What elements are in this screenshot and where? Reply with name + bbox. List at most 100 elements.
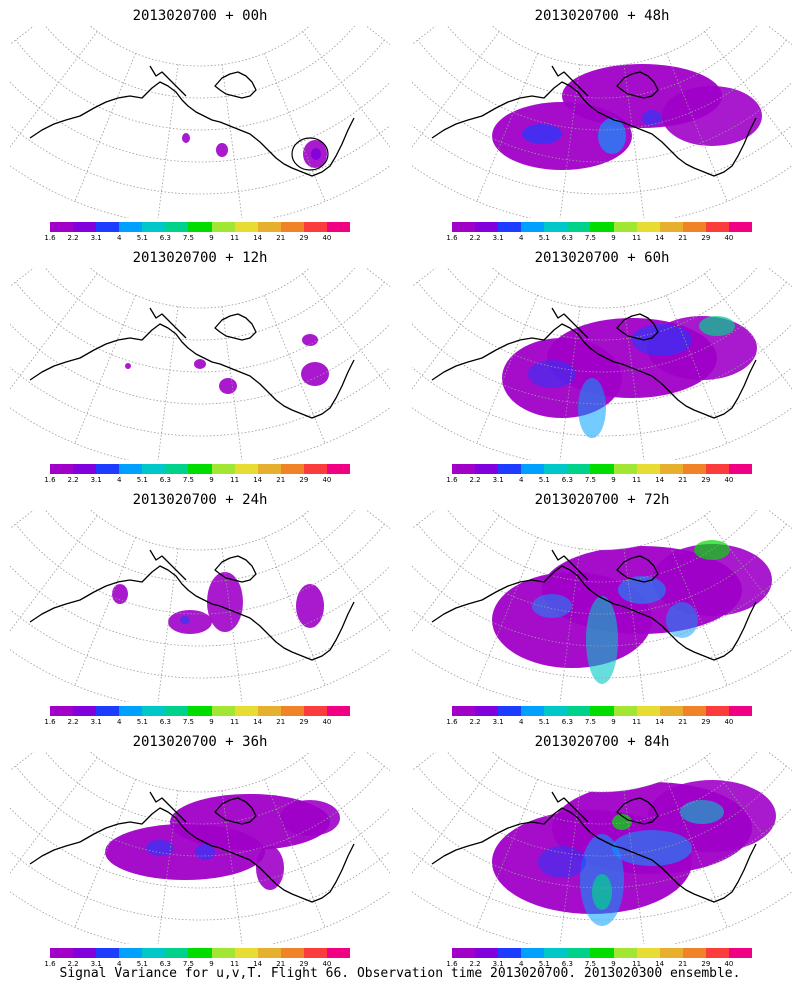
colorbar-swatch xyxy=(728,948,753,958)
colorbar-tick-label: 40 xyxy=(724,234,734,242)
variance-contour xyxy=(280,800,340,836)
meridian-line xyxy=(74,53,136,202)
colorbar-swatch xyxy=(50,464,74,474)
colorbar-tick-label: 4 xyxy=(116,476,122,484)
meridian-line xyxy=(156,790,179,944)
colorbar-tick-label: 40 xyxy=(322,718,332,726)
colorbar-tick-label: 6.3 xyxy=(561,718,573,726)
colorbar-swatch xyxy=(659,706,683,716)
colorbar-tick-label: 40 xyxy=(322,234,332,242)
coastline xyxy=(29,323,355,419)
colorbar-labels: 1.6 2.2 3.1 4 5.1 6.3 7.5 9 11 14 21 29 40 xyxy=(30,960,370,970)
colorbar-labels: 1.6 2.2 3.1 4 5.1 6.3 7.5 9 11 14 21 29 40 xyxy=(432,718,772,728)
coastline xyxy=(431,323,757,419)
latitude-line xyxy=(417,39,787,131)
colorbar-tick-label: 14 xyxy=(655,234,665,242)
colorbar-tick-label: 5.1 xyxy=(136,960,148,968)
panel-title: 2013020700 + 84h xyxy=(534,734,670,750)
meridian-line xyxy=(412,515,500,644)
colorbar-swatch xyxy=(475,464,499,474)
latitude-line xyxy=(417,523,787,615)
colorbar xyxy=(452,948,753,958)
colorbar-swatch xyxy=(234,464,258,474)
colorbar-tick-label: 2.2 xyxy=(469,718,481,726)
meridian-line xyxy=(156,64,179,218)
colorbar-tick-label: 11 xyxy=(632,476,642,484)
map-sector xyxy=(412,268,792,460)
variance-contour xyxy=(195,844,215,860)
colorbar-tick-label: 14 xyxy=(655,960,665,968)
colorbar-tick-label: 21 xyxy=(678,234,688,242)
meridian-line xyxy=(156,306,179,460)
colorbar-tick-label: 29 xyxy=(299,960,309,968)
colorbar-swatch xyxy=(119,222,143,232)
colorbar-swatch xyxy=(521,464,545,474)
colorbar-swatch xyxy=(659,222,683,232)
colorbar-swatch xyxy=(326,706,351,716)
map-boundary xyxy=(10,26,390,218)
colorbar-tick-label: 29 xyxy=(701,476,711,484)
meridian-line xyxy=(221,790,244,944)
variance-contour xyxy=(302,334,318,346)
colorbar-swatch xyxy=(50,222,74,232)
colorbar-tick-label: 5.1 xyxy=(136,476,148,484)
variance-contour xyxy=(699,316,735,336)
colorbar-tick-label: 1.6 xyxy=(446,718,458,726)
panel-title: 2013020700 + 24h xyxy=(132,492,268,508)
colorbar-swatch xyxy=(119,464,143,474)
colorbar-tick-label: 1.6 xyxy=(44,718,56,726)
colorbar-swatch xyxy=(96,706,120,716)
colorbar-tick-label: 21 xyxy=(276,476,286,484)
map-boundary xyxy=(412,510,792,702)
meridian-line xyxy=(10,273,98,402)
colorbar-tick-label: 4 xyxy=(116,234,122,242)
colorbar-swatch xyxy=(521,948,545,958)
variance-contour xyxy=(180,616,190,624)
colorbar-tick-label: 21 xyxy=(678,718,688,726)
colorbar xyxy=(452,706,753,716)
map-panel-60h: 2013020700 + 60h 1.6 2.2 3.1 4 5.1 6.3 7.5 9 11 1… xyxy=(412,250,792,490)
map-boundary xyxy=(412,26,792,218)
colorbar-swatch xyxy=(705,706,729,716)
latitude-line xyxy=(10,79,390,195)
latitude-line xyxy=(10,805,390,921)
colorbar-tick-label: 7.5 xyxy=(182,960,195,968)
map-panel-84h: 2013020700 + 84h 1.6 2.2 3.1 4 5.1 6.3 7.5 9 11 1… xyxy=(412,734,792,974)
latitude-line xyxy=(417,765,787,857)
colorbar-labels: 1.6 2.2 3.1 4 5.1 6.3 7.5 9 11 14 21 29 40 xyxy=(432,476,772,486)
colorbar xyxy=(50,464,351,474)
latitude-line xyxy=(40,510,360,583)
map-panel-48h: 2013020700 + 48h 1.6 2.2 3.1 4 5.1 6.3 7.5 9 11 1… xyxy=(412,8,792,248)
colorbar-swatch xyxy=(73,948,97,958)
map-boundary xyxy=(412,752,792,944)
colorbar-swatch xyxy=(188,706,212,716)
colorbar-swatch xyxy=(636,706,660,716)
colorbar-tick-label: 40 xyxy=(724,718,734,726)
coastline xyxy=(149,549,187,581)
colorbar-swatch xyxy=(498,948,522,958)
colorbar-tick-label: 6.3 xyxy=(561,960,573,968)
colorbar-swatch xyxy=(280,464,304,474)
meridian-line xyxy=(10,757,98,886)
meridian-line xyxy=(412,273,500,402)
colorbar xyxy=(50,948,351,958)
colorbar-swatch xyxy=(73,464,97,474)
panel-title: 2013020700 + 12h xyxy=(132,250,268,266)
latitude-line xyxy=(417,281,787,373)
colorbar-tick-label: 14 xyxy=(655,476,665,484)
colorbar-tick-label: 11 xyxy=(230,718,240,726)
meridian-line xyxy=(704,515,792,644)
colorbar-tick-label: 5.1 xyxy=(538,718,550,726)
meridian-line xyxy=(302,757,390,886)
colorbar-swatch xyxy=(590,948,614,958)
colorbar-swatch xyxy=(280,706,304,716)
latitude-line xyxy=(10,301,390,405)
colorbar-swatch xyxy=(705,222,729,232)
map-sector xyxy=(10,268,390,460)
colorbar-swatch xyxy=(234,706,258,716)
meridian-line xyxy=(264,779,326,928)
colorbar-tick-label: 6.3 xyxy=(561,476,573,484)
map-boundary xyxy=(10,268,390,460)
meridian-line xyxy=(264,295,326,444)
variance-contour xyxy=(532,594,572,618)
